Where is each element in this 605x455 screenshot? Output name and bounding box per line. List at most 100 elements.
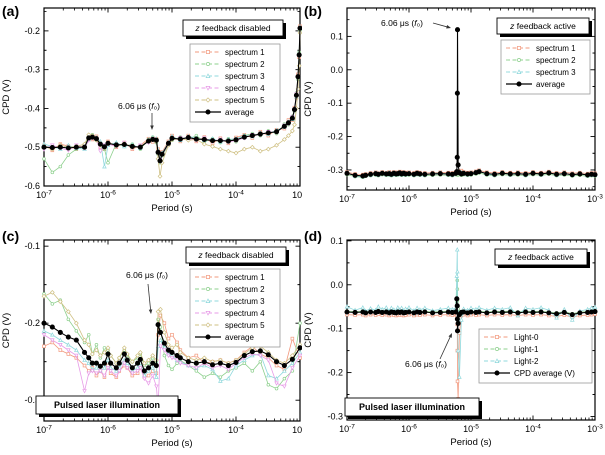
panel-b-chart: 10-7 10-6 10-5 10-4 10-3 0.1 0.0 -0.1 -0.2 -0.3 Pe… bbox=[303, 3, 603, 218]
y-tick-label: -0.3 bbox=[327, 411, 343, 421]
y-tick-label: 0.0 bbox=[330, 280, 343, 290]
svg-text:Pulsed laser illumination: Pulsed laser illumination bbox=[359, 402, 465, 412]
y-tick-label: -0.2 bbox=[24, 318, 40, 328]
y-tick-label: 0.1 bbox=[330, 236, 343, 246]
svg-text:6.06 μs (f₀): 6.06 μs (f₀) bbox=[118, 101, 160, 111]
y-tick-label: -0.1 bbox=[24, 241, 40, 251]
axes: 10-7 10-6 10-5 10-4 10-3 -0.1 -0.2 -0.3 bbox=[24, 239, 302, 436]
legend-label: spectrum 2 bbox=[225, 60, 265, 69]
svg-text:Pulsed laser illumination: Pulsed laser illumination bbox=[54, 400, 160, 410]
legend-label: spectrum 1 bbox=[225, 48, 265, 57]
svg-text:z feedback disabled: z feedback disabled bbox=[194, 23, 270, 33]
panel-c: 10-7 10-6 10-5 10-4 10-3 -0.1 -0.2 -0.3 Period (… bbox=[0, 227, 302, 455]
legend-label: Light-1 bbox=[514, 345, 539, 354]
corner-box: Pulsed laser illumination bbox=[35, 395, 181, 417]
axes: 10-7 10-6 10-5 10-4 10-3 0.1 0.0 -0.1 -0.2 -0.3 bbox=[327, 236, 603, 434]
legend-label: spectrum 3 bbox=[225, 297, 265, 306]
x-tick-label: 10-4 bbox=[525, 194, 541, 205]
x-axis-label: Period (s) bbox=[450, 207, 491, 218]
svg-text:z feedback active: z feedback active bbox=[509, 21, 576, 31]
legend-label: CPD average (V) bbox=[514, 369, 575, 378]
legend-label: spectrum 5 bbox=[225, 321, 265, 330]
panel-label: (a) bbox=[2, 3, 19, 19]
panel-c-chart: 10-7 10-6 10-5 10-4 10-3 -0.1 -0.2 -0.3 Period (… bbox=[1, 228, 302, 449]
x-tick-label: 10-5 bbox=[164, 425, 180, 436]
x-tick-label: 10-7 bbox=[339, 424, 355, 435]
x-tick-label: 10-7 bbox=[339, 194, 355, 205]
title-box: z feedback disabled bbox=[185, 246, 289, 266]
legend: spectrum 1 spectrum 2 spectrum 3 spectrum 4… bbox=[189, 43, 281, 123]
legend-label: Light-0 bbox=[514, 333, 539, 342]
x-tick-label: 10-6 bbox=[401, 424, 417, 435]
legend-label: spectrum 3 bbox=[225, 72, 265, 81]
annotation-f0: 6.06 μs (f₀) bbox=[118, 101, 160, 130]
annotation-f0: 6.06 μs (f₀) bbox=[381, 18, 451, 29]
legend-label: spectrum 2 bbox=[536, 56, 576, 65]
svg-text:z feedback disabled: z feedback disabled bbox=[197, 250, 273, 260]
series-cpd-average-(v) bbox=[344, 296, 598, 334]
y-tick-label: -0.2 bbox=[327, 132, 343, 142]
legend-label: Light-2 bbox=[514, 357, 539, 366]
title-box: z feedback active bbox=[494, 248, 590, 268]
x-tick-label: 10-5 bbox=[463, 194, 479, 205]
title-box: z feedback disabled bbox=[182, 19, 286, 39]
x-tick-label: 10-6 bbox=[401, 194, 417, 205]
annotation-f0: 6.06 μs (f₀) bbox=[126, 270, 168, 314]
y-axis-label: CPD (V) bbox=[303, 81, 314, 116]
panel-label: (b) bbox=[304, 3, 322, 19]
x-tick-label: 10-3 bbox=[587, 194, 603, 205]
legend-label: spectrum 2 bbox=[225, 285, 265, 294]
x-tick-label: 10-6 bbox=[100, 190, 116, 201]
svg-text:6.06 μs (f₀): 6.06 μs (f₀) bbox=[405, 359, 447, 369]
y-tick-label: -0.3 bbox=[24, 395, 40, 405]
svg-text:z feedback active: z feedback active bbox=[507, 252, 574, 262]
panel-d-chart: 10-7 10-6 10-5 10-4 10-3 0.1 0.0 -0.1 -0.2 -0.3 Pe… bbox=[303, 228, 603, 448]
x-axis-label: Period (s) bbox=[450, 437, 491, 448]
y-tick-label: -0.1 bbox=[327, 98, 343, 108]
y-tick-label: -0.2 bbox=[327, 368, 343, 378]
y-tick-label: -0.3 bbox=[327, 165, 343, 175]
series-average bbox=[41, 320, 302, 374]
x-tick-label: 10-5 bbox=[164, 190, 180, 201]
y-tick-label: -0.4 bbox=[24, 103, 40, 113]
x-tick-label: 10-6 bbox=[100, 425, 116, 436]
x-tick-label: 10-3 bbox=[292, 425, 302, 436]
series-average bbox=[344, 27, 598, 179]
panel-a-chart: 10-7 10-6 10-5 10-4 10-3 -0.2 -0.3 -0.4 -0.5 -0.6… bbox=[1, 3, 302, 214]
y-axis-label: CPD (V) bbox=[303, 312, 314, 347]
y-tick-label: 0.0 bbox=[330, 65, 343, 75]
title-box: z feedback active bbox=[496, 17, 592, 37]
y-axis-label: CPD (V) bbox=[1, 79, 12, 114]
y-tick-label: -0.5 bbox=[24, 142, 40, 152]
axes: 10-7 10-6 10-5 10-4 10-3 -0.2 -0.3 -0.4 -0.5 -0.6 bbox=[24, 7, 302, 201]
legend-label: spectrum 5 bbox=[225, 96, 265, 105]
legend: Light-0 Light-1 Light-2 CPD average (V) bbox=[478, 328, 593, 384]
series-average bbox=[41, 25, 302, 164]
legend-label: spectrum 4 bbox=[225, 84, 265, 93]
y-tick-label: -0.6 bbox=[24, 181, 40, 191]
panel-d: 10-7 10-6 10-5 10-4 10-3 0.1 0.0 -0.1 -0.2 -0.3 Pe… bbox=[302, 227, 605, 455]
x-tick-label: 10-4 bbox=[525, 424, 541, 435]
y-tick-label: -0.1 bbox=[327, 324, 343, 334]
panel-label: (c) bbox=[2, 228, 19, 244]
x-tick-label: 10-3 bbox=[292, 190, 302, 201]
x-tick-label: 10-5 bbox=[463, 424, 479, 435]
x-tick-label: 10-4 bbox=[228, 425, 244, 436]
panel-b: 10-7 10-6 10-5 10-4 10-3 0.1 0.0 -0.1 -0.2 -0.3 Pe… bbox=[302, 0, 605, 227]
y-tick-label: -0.3 bbox=[24, 65, 40, 75]
legend-label: spectrum 1 bbox=[536, 44, 576, 53]
y-tick-label: -0.2 bbox=[24, 26, 40, 36]
legend-label: spectrum 3 bbox=[536, 68, 576, 77]
legend-label: average bbox=[536, 80, 565, 89]
x-tick-label: 10-7 bbox=[36, 190, 52, 201]
svg-text:6.06 μs (f₀): 6.06 μs (f₀) bbox=[381, 18, 423, 28]
legend-label: spectrum 1 bbox=[225, 273, 265, 282]
legend-label: average bbox=[225, 333, 254, 342]
corner-box: Pulsed laser illumination bbox=[344, 397, 482, 419]
annotation-f0: 6.06 μs (f₀) bbox=[405, 333, 452, 369]
legend: spectrum 1 spectrum 2 spectrum 3 spectrum 4… bbox=[189, 268, 281, 348]
legend-label: spectrum 4 bbox=[225, 309, 265, 318]
panel-a: 10-7 10-6 10-5 10-4 10-3 -0.2 -0.3 -0.4 -0.5 -0.6… bbox=[0, 0, 302, 227]
x-tick-label: 10-7 bbox=[36, 425, 52, 436]
